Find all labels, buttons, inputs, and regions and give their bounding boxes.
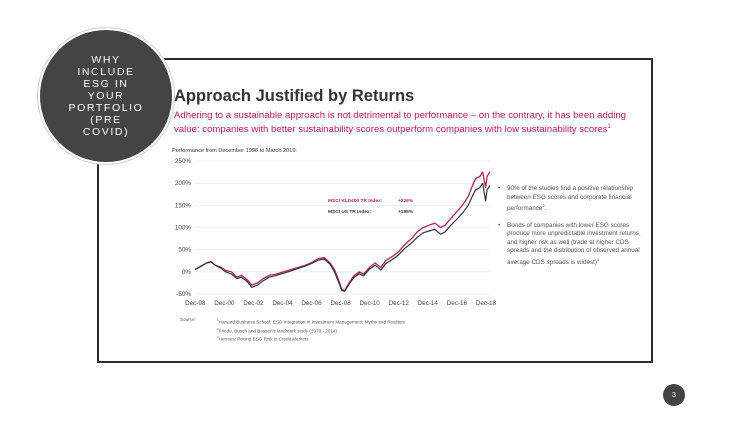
bullet-item: • 90% of the studies find a positive rel… xyxy=(498,185,648,214)
source-label: Source: xyxy=(180,317,196,322)
series-line-msci-us xyxy=(194,182,491,292)
x-tick-label: Dec-14 xyxy=(418,300,439,307)
bullet-item: • Bonds of companies with lower ESG scor… xyxy=(498,222,648,268)
x-tick-label: Dec-00 xyxy=(214,300,235,307)
bullet-text-body: 90% of the studies find a positive relat… xyxy=(507,185,634,213)
footnotes: Source: 1Harvard Business School: ESG In… xyxy=(180,317,405,343)
x-tick-label: Dec-10 xyxy=(360,300,381,307)
bullet-text-tail: . xyxy=(544,205,547,213)
footnote-text: 1Harvard Business School: ESG Integratio… xyxy=(217,317,405,326)
x-tick-label: Dec-02 xyxy=(243,300,264,307)
footnote-marker: 1 xyxy=(217,318,219,322)
legend-value: +226% xyxy=(398,198,414,204)
legend-name: MSCI US TR Index: xyxy=(328,209,372,215)
y-tick-label: 250% xyxy=(175,158,192,165)
bullet-dot-icon: • xyxy=(498,185,501,192)
lead-paragraph: Adhering to a sustainable approach is no… xyxy=(174,110,626,135)
page-number: 3 xyxy=(672,391,676,399)
footnote-body: Friede, Busch and Bassen's landmark stud… xyxy=(218,328,338,334)
slide-frame xyxy=(97,58,653,363)
x-tick-label: Dec-16 xyxy=(447,300,468,307)
footnote-body: Hermes: Pricing ESG Risk in Credit Marke… xyxy=(218,336,309,342)
footnote-marker: 3 xyxy=(217,335,219,340)
page-number-badge: 3 xyxy=(663,384,685,406)
bullet-footnote-marker: 2 xyxy=(542,203,545,208)
legend-name: MSCI KLD400 TR Index: xyxy=(328,198,383,204)
bullet-list: • 90% of the studies find a positive rel… xyxy=(498,185,648,275)
y-tick-label: -50% xyxy=(176,291,191,298)
x-tick-label: Dec-08 xyxy=(330,300,351,307)
footnote-row: 3Hermes: Pricing ESG Risk in Credit Mark… xyxy=(180,334,405,343)
x-tick-label: Dec-98 xyxy=(185,300,206,307)
performance-caption: Performance from December 1998 to March … xyxy=(172,148,297,154)
lead-footnote-marker: 1 xyxy=(607,123,611,130)
section-badge-circle: WHY INCLUDE ESG IN YOUR PORTFOLIO (PRE C… xyxy=(40,30,172,162)
footnote-row: 2Friede, Busch and Bassen's landmark stu… xyxy=(180,326,405,335)
y-tick-label: 100% xyxy=(175,225,192,232)
y-tick-label: 50% xyxy=(178,247,191,254)
lead-text: Adhering to a sustainable approach is no… xyxy=(174,110,626,135)
y-tick-label: 150% xyxy=(175,202,192,209)
performance-line-chart: 250% 200% 150% 100% 50% 0% -50% Dec-98 Dec-00 Dec… xyxy=(175,158,497,307)
y-tick-label: 0% xyxy=(182,269,192,276)
x-tick-label: Dec-12 xyxy=(389,300,410,307)
series-line-kld400 xyxy=(194,171,491,292)
bullet-text: Bonds of companies with lower ESG scores… xyxy=(507,222,648,268)
legend-value: +195% xyxy=(398,209,414,215)
bullet-text: 90% of the studies find a positive relat… xyxy=(507,185,648,214)
x-tick-label: Dec-06 xyxy=(301,300,322,307)
bullet-footnote-marker: 3 xyxy=(596,256,600,262)
slide-title: Approach Justified by Returns xyxy=(174,87,415,105)
section-badge-text: WHY INCLUDE ESG IN YOUR PORTFOLIO (PRE C… xyxy=(68,54,144,138)
footnote-body: Harvard Business School: ESG Integration… xyxy=(218,319,405,325)
y-tick-label: 200% xyxy=(175,180,192,187)
bullet-text-body: Bonds of companies with lower ESG scores… xyxy=(507,221,641,266)
footnote-row: Source: 1Harvard Business School: ESG In… xyxy=(180,317,405,326)
x-tick-label: Dec-04 xyxy=(272,300,293,307)
footnote-marker: 2 xyxy=(217,326,219,331)
bullet-dot-icon: • xyxy=(498,221,501,229)
x-tick-label: Dec-18 xyxy=(476,300,497,307)
